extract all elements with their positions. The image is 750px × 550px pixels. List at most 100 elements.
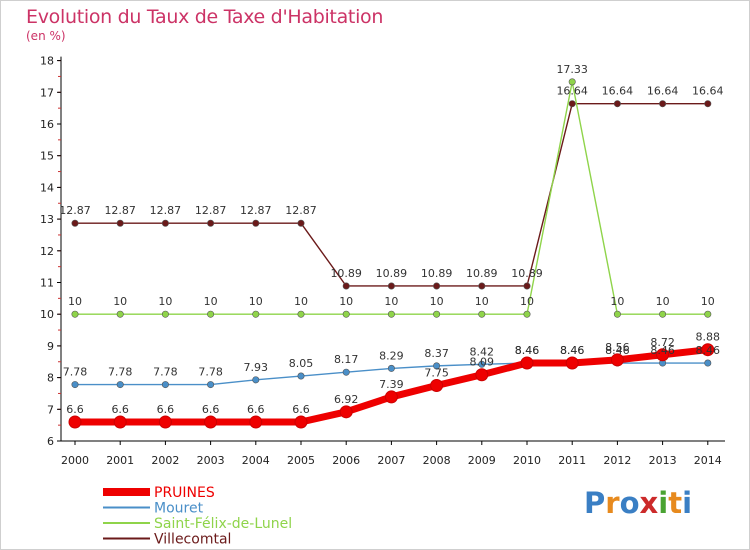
data-label: 10.89 <box>466 267 498 280</box>
data-label: 10 <box>430 295 444 308</box>
chart-subtitle: (en %) <box>26 29 66 43</box>
data-label: 7.39 <box>379 378 404 391</box>
data-label: 8.29 <box>379 349 404 362</box>
x-tick-label: 2007 <box>377 454 405 467</box>
y-tick-label: 15 <box>40 150 54 163</box>
x-tick-label: 2003 <box>197 454 225 467</box>
data-label: 10 <box>656 295 670 308</box>
y-tick-label: 12 <box>40 245 54 258</box>
data-point <box>610 353 624 367</box>
data-label: 8.42 <box>470 345 495 358</box>
data-label: 10 <box>294 295 308 308</box>
data-point <box>659 310 667 318</box>
data-label: 10 <box>610 295 624 308</box>
data-point <box>249 415 263 429</box>
data-label: 10 <box>204 295 218 308</box>
chart-series <box>68 78 715 429</box>
data-label: 10.89 <box>330 267 362 280</box>
data-label: 10.89 <box>421 267 453 280</box>
data-label: 16.64 <box>602 85 634 98</box>
data-label: 10 <box>158 295 172 308</box>
x-tick-label: 2008 <box>423 454 451 467</box>
data-point <box>71 381 79 389</box>
x-tick-label: 2014 <box>694 454 722 467</box>
data-point <box>116 219 124 227</box>
logo-letter: r <box>605 486 620 520</box>
data-point <box>613 100 621 108</box>
data-label: 8.72 <box>650 336 675 349</box>
data-label: 8.46 <box>515 344 540 357</box>
data-point <box>568 100 576 108</box>
data-label: 10 <box>68 295 82 308</box>
data-label: 8.46 <box>650 344 675 357</box>
data-label: 6.92 <box>334 393 359 406</box>
data-point <box>475 368 489 382</box>
data-label: 6.6 <box>157 403 175 416</box>
x-tick-label: 2006 <box>332 454 360 467</box>
chart-legend: PRUINESMouretSaint-Félix-de-LunelVilleco… <box>103 485 292 548</box>
data-point <box>252 376 260 384</box>
data-point <box>294 415 308 429</box>
data-label: 16.64 <box>647 85 679 98</box>
data-label: 6.6 <box>292 403 310 416</box>
data-point <box>207 219 215 227</box>
data-label: 8.17 <box>334 353 359 366</box>
data-point <box>568 78 576 86</box>
data-label: 10 <box>384 295 398 308</box>
data-point <box>252 310 260 318</box>
data-label: 7.93 <box>244 361 269 374</box>
legend-label: Mouret <box>154 501 204 517</box>
data-point <box>68 415 82 429</box>
data-point <box>433 282 441 290</box>
logo-letter: P <box>584 486 606 520</box>
logo-letter: t <box>668 486 683 520</box>
data-point <box>387 282 395 290</box>
data-point <box>297 219 305 227</box>
x-tick-label: 2011 <box>558 454 586 467</box>
data-point <box>523 310 531 318</box>
x-tick-label: 2001 <box>106 454 134 467</box>
x-tick-label: 2009 <box>468 454 496 467</box>
data-point <box>478 310 486 318</box>
data-point <box>704 359 712 367</box>
data-label: 8.46 <box>515 344 540 357</box>
data-point <box>384 390 398 404</box>
legend-label: Saint-Félix-de-Lunel <box>154 516 292 532</box>
data-label: 10 <box>339 295 353 308</box>
logo-letter: i <box>658 486 669 520</box>
data-point <box>207 381 215 389</box>
data-point <box>116 381 124 389</box>
x-tick-label: 2004 <box>242 454 270 467</box>
series-line <box>74 103 709 287</box>
data-point <box>659 100 667 108</box>
y-tick-label: 6 <box>47 435 54 448</box>
x-tick-label: 2000 <box>61 454 89 467</box>
data-label: 8.88 <box>696 331 721 344</box>
data-point <box>71 310 79 318</box>
data-point <box>704 310 712 318</box>
data-point <box>71 219 79 227</box>
data-point <box>113 415 127 429</box>
data-label: 10 <box>520 295 534 308</box>
data-label: 12.87 <box>240 204 272 217</box>
y-tick-label: 16 <box>40 118 54 131</box>
data-point <box>478 360 486 368</box>
data-point <box>704 100 712 108</box>
data-label: 10 <box>701 295 715 308</box>
data-label: 6.6 <box>66 403 84 416</box>
data-label: 8.46 <box>696 344 721 357</box>
data-label: 17.33 <box>556 63 588 76</box>
data-label: 7.75 <box>424 367 449 380</box>
data-point <box>613 310 621 318</box>
data-point <box>433 362 441 370</box>
data-label: 10 <box>475 295 489 308</box>
data-label: 8.37 <box>424 347 449 360</box>
data-point <box>565 356 579 370</box>
proxiti-logo: Proxiti <box>584 486 692 520</box>
y-tick-label: 9 <box>47 340 54 353</box>
y-tick-label: 13 <box>40 213 54 226</box>
data-label: 10.89 <box>376 267 408 280</box>
data-label: 16.64 <box>556 85 588 98</box>
